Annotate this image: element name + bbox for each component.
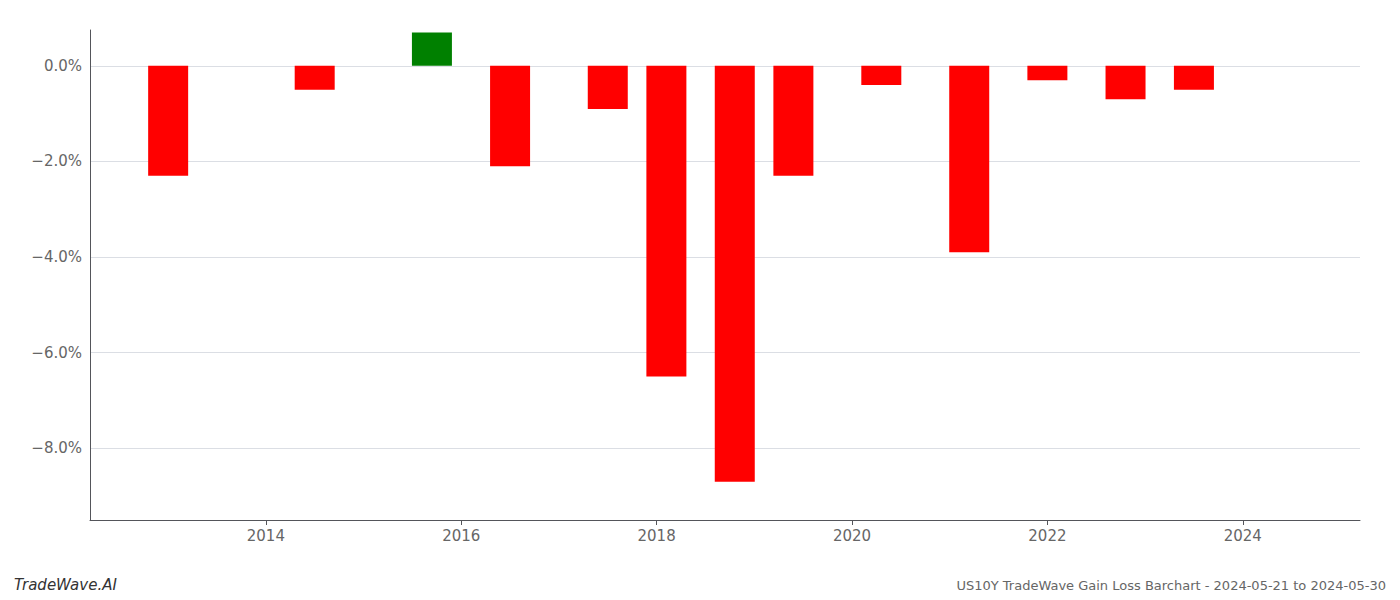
svg-text:2014: 2014 [247, 527, 285, 545]
svg-text:−6.0%: −6.0% [31, 344, 82, 362]
svg-text:2024: 2024 [1224, 527, 1262, 545]
svg-text:0.0%: 0.0% [44, 57, 82, 75]
svg-text:2020: 2020 [833, 527, 871, 545]
svg-text:TradeWave.AI: TradeWave.AI [14, 576, 117, 594]
svg-text:−2.0%: −2.0% [31, 152, 82, 170]
svg-text:US10Y TradeWave Gain Loss Barc: US10Y TradeWave Gain Loss Barchart - 202… [956, 578, 1386, 593]
svg-text:2018: 2018 [638, 527, 676, 545]
svg-text:−4.0%: −4.0% [31, 248, 82, 266]
svg-text:2016: 2016 [442, 527, 480, 545]
svg-text:−8.0%: −8.0% [31, 439, 82, 457]
svg-text:2022: 2022 [1028, 527, 1066, 545]
